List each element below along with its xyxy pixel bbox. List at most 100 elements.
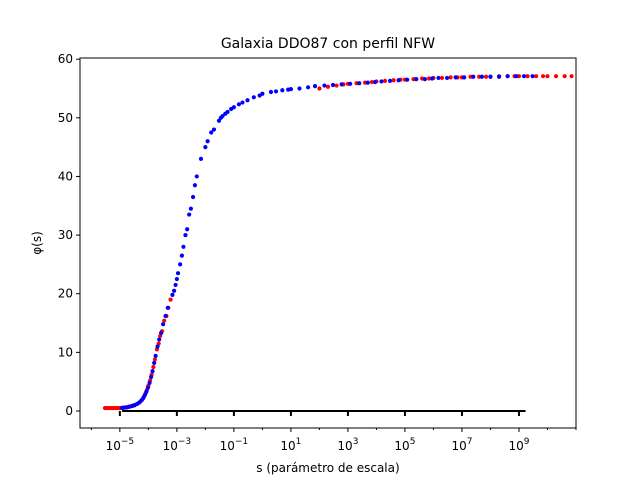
data-point (422, 77, 427, 82)
data-point (231, 105, 236, 110)
data-point (268, 89, 274, 95)
data-point (305, 85, 311, 90)
data-point (205, 139, 210, 144)
data-point (297, 86, 302, 91)
data-point (155, 344, 160, 349)
data-point (348, 81, 353, 86)
x-axis-label: s (parámetro de escala) (256, 461, 399, 475)
x-tick-label: 109 (508, 437, 529, 453)
data-point (488, 74, 493, 79)
data-point (280, 88, 285, 93)
data-point (405, 77, 410, 82)
x-tick-label: 105 (394, 437, 415, 453)
y-tick-label: 60 (58, 52, 73, 66)
data-point (181, 244, 186, 249)
plot-frame (79, 57, 577, 429)
data-point (179, 253, 184, 258)
data-point (373, 79, 378, 85)
data-point (444, 75, 450, 81)
data-point (330, 82, 336, 88)
data-point (152, 357, 158, 362)
data-point (479, 74, 484, 79)
data-point (562, 74, 567, 79)
data-point (172, 288, 177, 293)
data-point (505, 74, 510, 79)
data-point (553, 74, 559, 79)
data-point (203, 145, 208, 150)
data-point (188, 206, 193, 211)
y-tick-label: 40 (58, 169, 73, 183)
data-point (534, 74, 539, 79)
data-point (149, 374, 154, 380)
data-point (168, 297, 173, 302)
data-point (198, 156, 204, 161)
data-point (175, 271, 181, 276)
data-point (211, 127, 217, 132)
plot-area (102, 74, 574, 416)
data-point (225, 109, 230, 115)
series-1 (120, 74, 535, 410)
y-tick-label: 50 (58, 111, 73, 125)
data-point (145, 385, 151, 390)
data-point (236, 102, 242, 107)
data-point (462, 75, 467, 80)
data-point (426, 76, 432, 81)
data-point (530, 74, 535, 79)
data-point (240, 100, 245, 105)
data-point (150, 369, 155, 374)
data-point (173, 282, 178, 288)
data-point (192, 183, 198, 188)
data-point (483, 74, 489, 79)
data-point (357, 81, 362, 86)
data-point (496, 74, 502, 79)
data-point (163, 313, 168, 319)
data-point (312, 84, 318, 89)
data-point (396, 78, 401, 83)
data-point (339, 82, 344, 87)
x-tick-label: 107 (451, 437, 472, 453)
data-point (521, 74, 527, 79)
data-point (142, 393, 147, 398)
data-point (540, 74, 546, 79)
y-tick-label: 10 (58, 345, 73, 359)
data-point (514, 74, 519, 79)
data-point (545, 74, 550, 79)
data-point (152, 360, 157, 366)
y-tick-label: 20 (58, 287, 73, 301)
data-point (260, 91, 265, 96)
data-point (151, 364, 156, 370)
data-point (525, 74, 530, 79)
x-tick-label: 10−1 (220, 437, 249, 453)
data-point (220, 113, 225, 119)
data-point (245, 98, 250, 103)
data-point (387, 78, 393, 83)
y-tick-label: 30 (58, 228, 73, 242)
x-tick-label: 101 (280, 437, 301, 453)
data-point (365, 80, 370, 85)
data-point (439, 75, 445, 81)
data-point (334, 83, 339, 88)
data-point (161, 322, 166, 327)
data-point (153, 353, 158, 358)
data-point (178, 262, 183, 267)
data-point (391, 78, 396, 83)
data-point (187, 212, 192, 217)
data-point (174, 276, 179, 282)
data-point (317, 86, 322, 91)
data-point (209, 130, 214, 135)
x-tick-label: 10−5 (106, 437, 135, 453)
data-point (325, 84, 331, 89)
x-tick-label: 10−3 (163, 437, 192, 453)
data-point (379, 79, 384, 84)
data-point (369, 79, 375, 85)
data-point (471, 74, 476, 79)
data-point (288, 86, 294, 92)
data-point (165, 305, 170, 310)
data-point (448, 75, 453, 80)
data-point (157, 337, 162, 342)
data-point (414, 77, 419, 82)
y-axis-label: φ(s) (30, 231, 44, 255)
data-point (170, 292, 175, 297)
